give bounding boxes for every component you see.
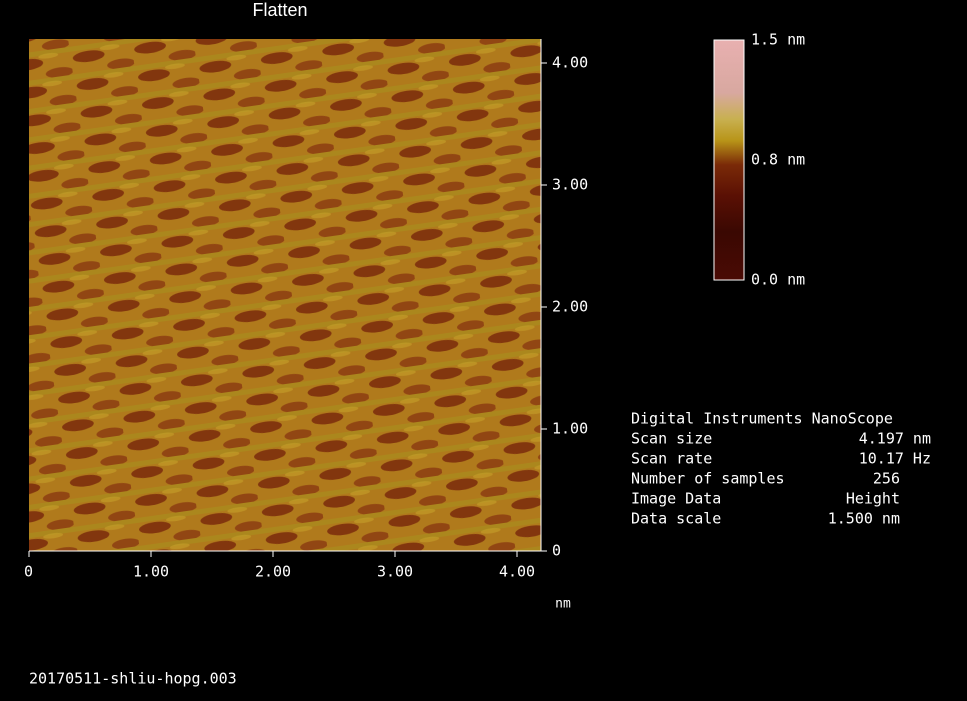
info-key: Scan rate [631,450,712,468]
colorbar-label: 0.0 nm [751,271,805,289]
x-tick-label: 4.00 [499,563,535,581]
info-value: 4.197 nm [859,430,931,448]
colorbar [713,39,745,281]
height-image [29,39,541,551]
colorbar-label: 1.5 nm [751,31,805,49]
info-key: Image Data [631,490,721,508]
y-tick-label: 2.00 [552,298,588,316]
colorbar-label: 0.8 nm [751,151,805,169]
y-axis: 0 1.00 2.00 3.00 4.00 [540,39,588,560]
info-value: 256 [873,470,900,488]
x-tick-label: 2.00 [255,563,291,581]
info-header: Digital Instruments NanoScope [631,410,893,428]
x-tick-label: 1.00 [133,563,169,581]
x-unit: nm [555,597,571,612]
filename: 20170511-shliu-hopg.003 [29,670,237,688]
y-tick-label: 0 [552,542,561,560]
y-tick-label: 1.00 [552,420,588,438]
y-tick-label: 4.00 [552,54,588,72]
info-key: Scan size [631,430,712,448]
info-key: Number of samples [631,470,785,488]
info-key: Data scale [631,510,721,528]
x-axis: 0 1.00 2.00 3.00 4.00 [24,550,541,581]
info-value: 10.17 Hz [859,450,931,468]
x-tick-label: 0 [24,563,33,581]
info-value: Height [846,490,900,508]
x-tick-label: 3.00 [377,563,413,581]
info-value: 1.500 nm [828,510,900,528]
y-tick-label: 3.00 [552,176,588,194]
title: Flatten [252,0,307,20]
